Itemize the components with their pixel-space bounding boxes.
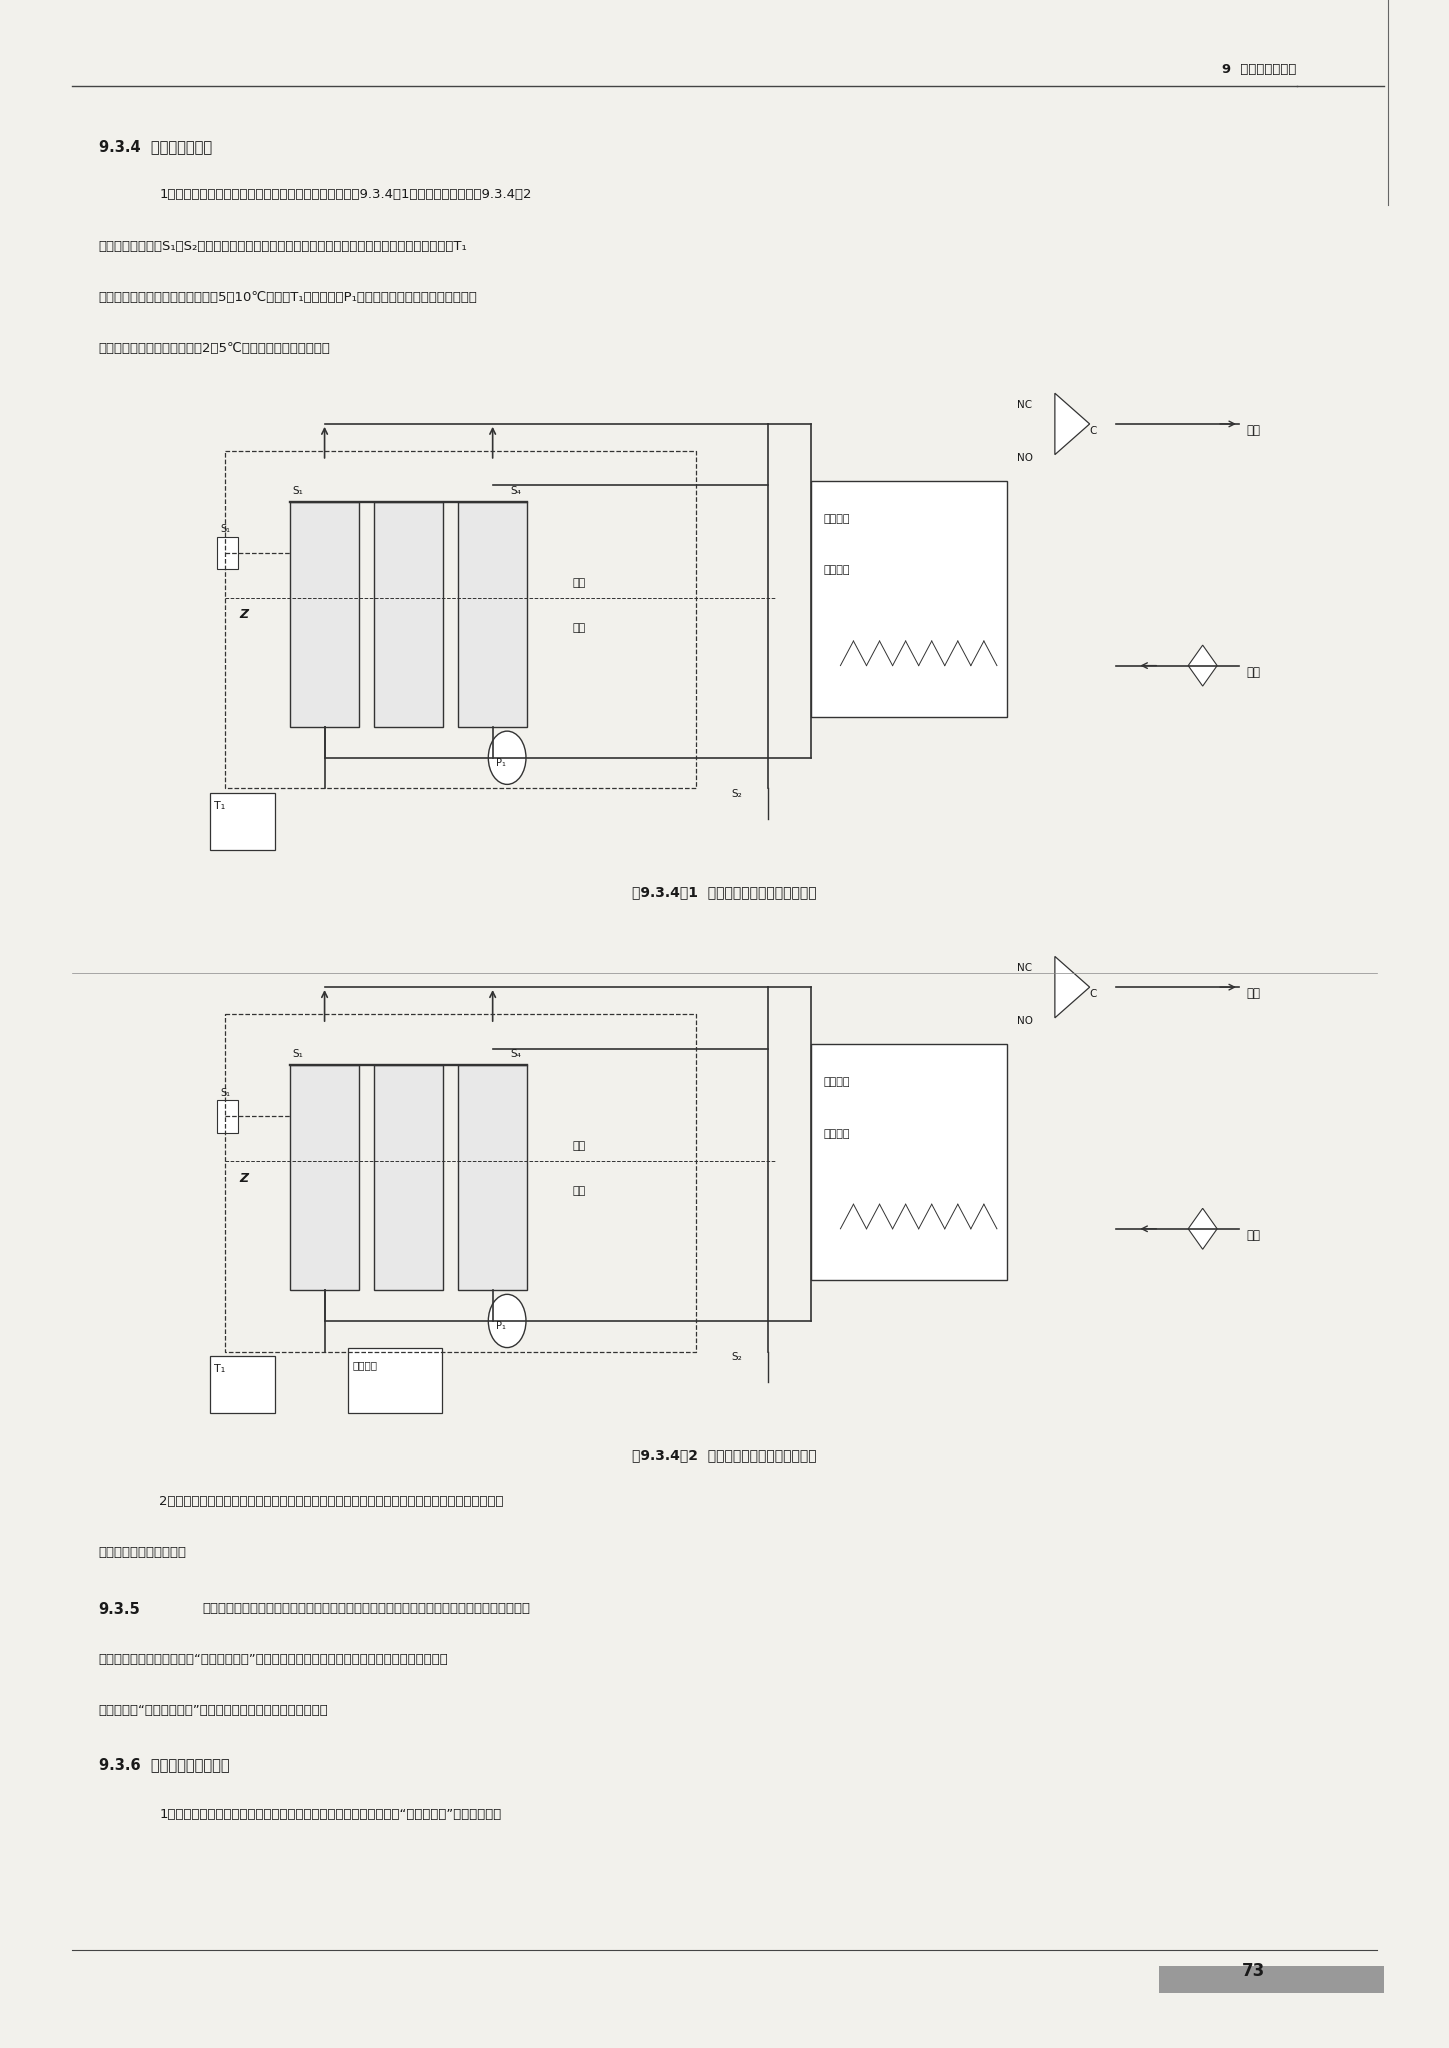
Bar <box>1159 1966 1384 1993</box>
Bar <box>458 502 527 727</box>
Bar <box>811 481 1007 717</box>
Text: 1．以水为工质的太阳能集热系统实施防冻时，需在系统中加设一个“排回贯水笱”，用以贯存防: 1．以水为工质的太阳能集热系统实施防冻时，需在系统中加设一个“排回贯水笱”，用以… <box>159 1808 501 1821</box>
Text: P₁: P₁ <box>496 758 506 768</box>
Text: 图9.3.4－1  直接系统温差循环控制系统图: 图9.3.4－1 直接系统温差循环控制系统图 <box>632 885 817 899</box>
Bar <box>811 1044 1007 1280</box>
Text: S₄: S₄ <box>510 485 522 496</box>
Text: C: C <box>1090 989 1097 999</box>
Text: 质温度高于“设计供热温度”后，再控制辅助加热设备停止工作。: 质温度高于“设计供热温度”后，再控制辅助加热设备停止工作。 <box>99 1704 329 1716</box>
Text: 室内: 室内 <box>572 623 585 633</box>
Text: 9.3.5: 9.3.5 <box>99 1602 141 1616</box>
Text: NO: NO <box>1017 453 1033 463</box>
Text: 9  太阳能供暖系统: 9 太阳能供暖系统 <box>1223 63 1297 76</box>
Text: S₂: S₂ <box>732 788 742 799</box>
Bar <box>210 793 275 850</box>
Text: 辅助热源: 辅助热源 <box>823 514 849 524</box>
Text: S₁: S₁ <box>220 524 230 535</box>
Bar <box>217 1100 238 1133</box>
Text: 2．控制器中的温差设置应根据系统的实际设计工况调节，间接系统取上限，直接系统取下限，且: 2．控制器中的温差设置应根据系统的实际设计工况调节，间接系统取上限，直接系统取下… <box>159 1495 504 1507</box>
Text: NO: NO <box>1017 1016 1033 1026</box>
Polygon shape <box>1188 1208 1217 1249</box>
Text: T₁: T₁ <box>214 1364 226 1374</box>
Polygon shape <box>1055 956 1090 1018</box>
Text: C: C <box>1090 426 1097 436</box>
Bar <box>290 1065 359 1290</box>
Text: NC: NC <box>1017 399 1032 410</box>
Bar <box>217 537 238 569</box>
Text: 应避免水泵的频繁启停。: 应避免水泵的频繁启停。 <box>99 1546 187 1559</box>
Text: 膨脹水笱: 膨脹水笱 <box>352 1360 377 1370</box>
Polygon shape <box>1188 645 1217 686</box>
Text: 热水: 热水 <box>1246 424 1261 436</box>
Text: T₁: T₁ <box>214 801 226 811</box>
Bar <box>374 1065 443 1290</box>
Text: Z: Z <box>239 1171 248 1184</box>
Text: 室内: 室内 <box>572 1186 585 1196</box>
Text: S₁: S₁ <box>293 485 304 496</box>
Text: 9.3.6  系统防冻保护控制。: 9.3.6 系统防冻保护控制。 <box>99 1757 229 1772</box>
Text: S₂: S₂ <box>732 1352 742 1362</box>
Text: 室外: 室外 <box>572 578 585 588</box>
Text: 73: 73 <box>1242 1962 1265 1980</box>
Text: Z: Z <box>239 608 248 621</box>
Circle shape <box>488 1294 526 1348</box>
Text: 室外: 室外 <box>572 1141 585 1151</box>
Text: S₁: S₁ <box>220 1087 230 1098</box>
Text: 9.3.4  系统运行控制。: 9.3.4 系统运行控制。 <box>99 139 212 154</box>
Text: S₄: S₄ <box>510 1049 522 1059</box>
Text: 图9.3.4－2  间接系统温差循环控制系统图: 图9.3.4－2 间接系统温差循环控制系统图 <box>632 1448 817 1462</box>
Text: S₁: S₁ <box>293 1049 304 1059</box>
Text: 笱；当二者温差小于设定値（2～5℃）时，循环泵停止工作。: 笱；当二者温差小于设定値（2～5℃）时，循环泵停止工作。 <box>99 342 330 354</box>
Text: 中，当二者温差大于某一设定値（5～10℃）时，T₁控制循环泵P₁开启而将集热系统的热量传输到水: 中，当二者温差大于某一设定値（5～10℃）时，T₁控制循环泵P₁开启而将集热系统… <box>99 291 477 303</box>
Text: P₁: P₁ <box>496 1321 506 1331</box>
Bar <box>348 1348 442 1413</box>
Text: 贯热水笱: 贯热水笱 <box>823 1128 849 1139</box>
Text: 太阳能集热器和辅助热源之间的工作切换采用温度控制。通过温度传感器感应贯热装置中的供: 太阳能集热器和辅助热源之间的工作切换采用温度控制。通过温度传感器感应贯热装置中的… <box>203 1602 530 1614</box>
Text: 冷水: 冷水 <box>1246 666 1261 678</box>
Text: 1．太阳能集热系统的运行采用温差控制；直接系统如图9.3.4－1所示，间接系统如图9.3.4－2: 1．太阳能集热系统的运行采用温差控制；直接系统如图9.3.4－1所示，间接系统如… <box>159 188 532 201</box>
Text: 辅助热源: 辅助热源 <box>823 1077 849 1087</box>
Circle shape <box>488 731 526 784</box>
Bar <box>210 1356 275 1413</box>
Text: NC: NC <box>1017 963 1032 973</box>
Bar <box>458 1065 527 1290</box>
Text: 贯热水笱: 贯热水笱 <box>823 565 849 575</box>
Text: 冷水: 冷水 <box>1246 1229 1261 1241</box>
Text: 所示。温度控制器S₁和S₂分别设置在水笱底部和集热系统出水口，温度传感器的信号传送到控制器T₁: 所示。温度控制器S₁和S₂分别设置在水笱底部和集热系统出水口，温度传感器的信号传… <box>99 240 467 252</box>
Text: 热工质温度，工质温度低于“设计供热温度”时，信号通过控制器控制辅助加热设备启动工作；待工: 热工质温度，工质温度低于“设计供热温度”时，信号通过控制器控制辅助加热设备启动工… <box>99 1653 448 1665</box>
Bar <box>374 502 443 727</box>
Bar <box>290 502 359 727</box>
Text: 热水: 热水 <box>1246 987 1261 999</box>
Polygon shape <box>1055 393 1090 455</box>
